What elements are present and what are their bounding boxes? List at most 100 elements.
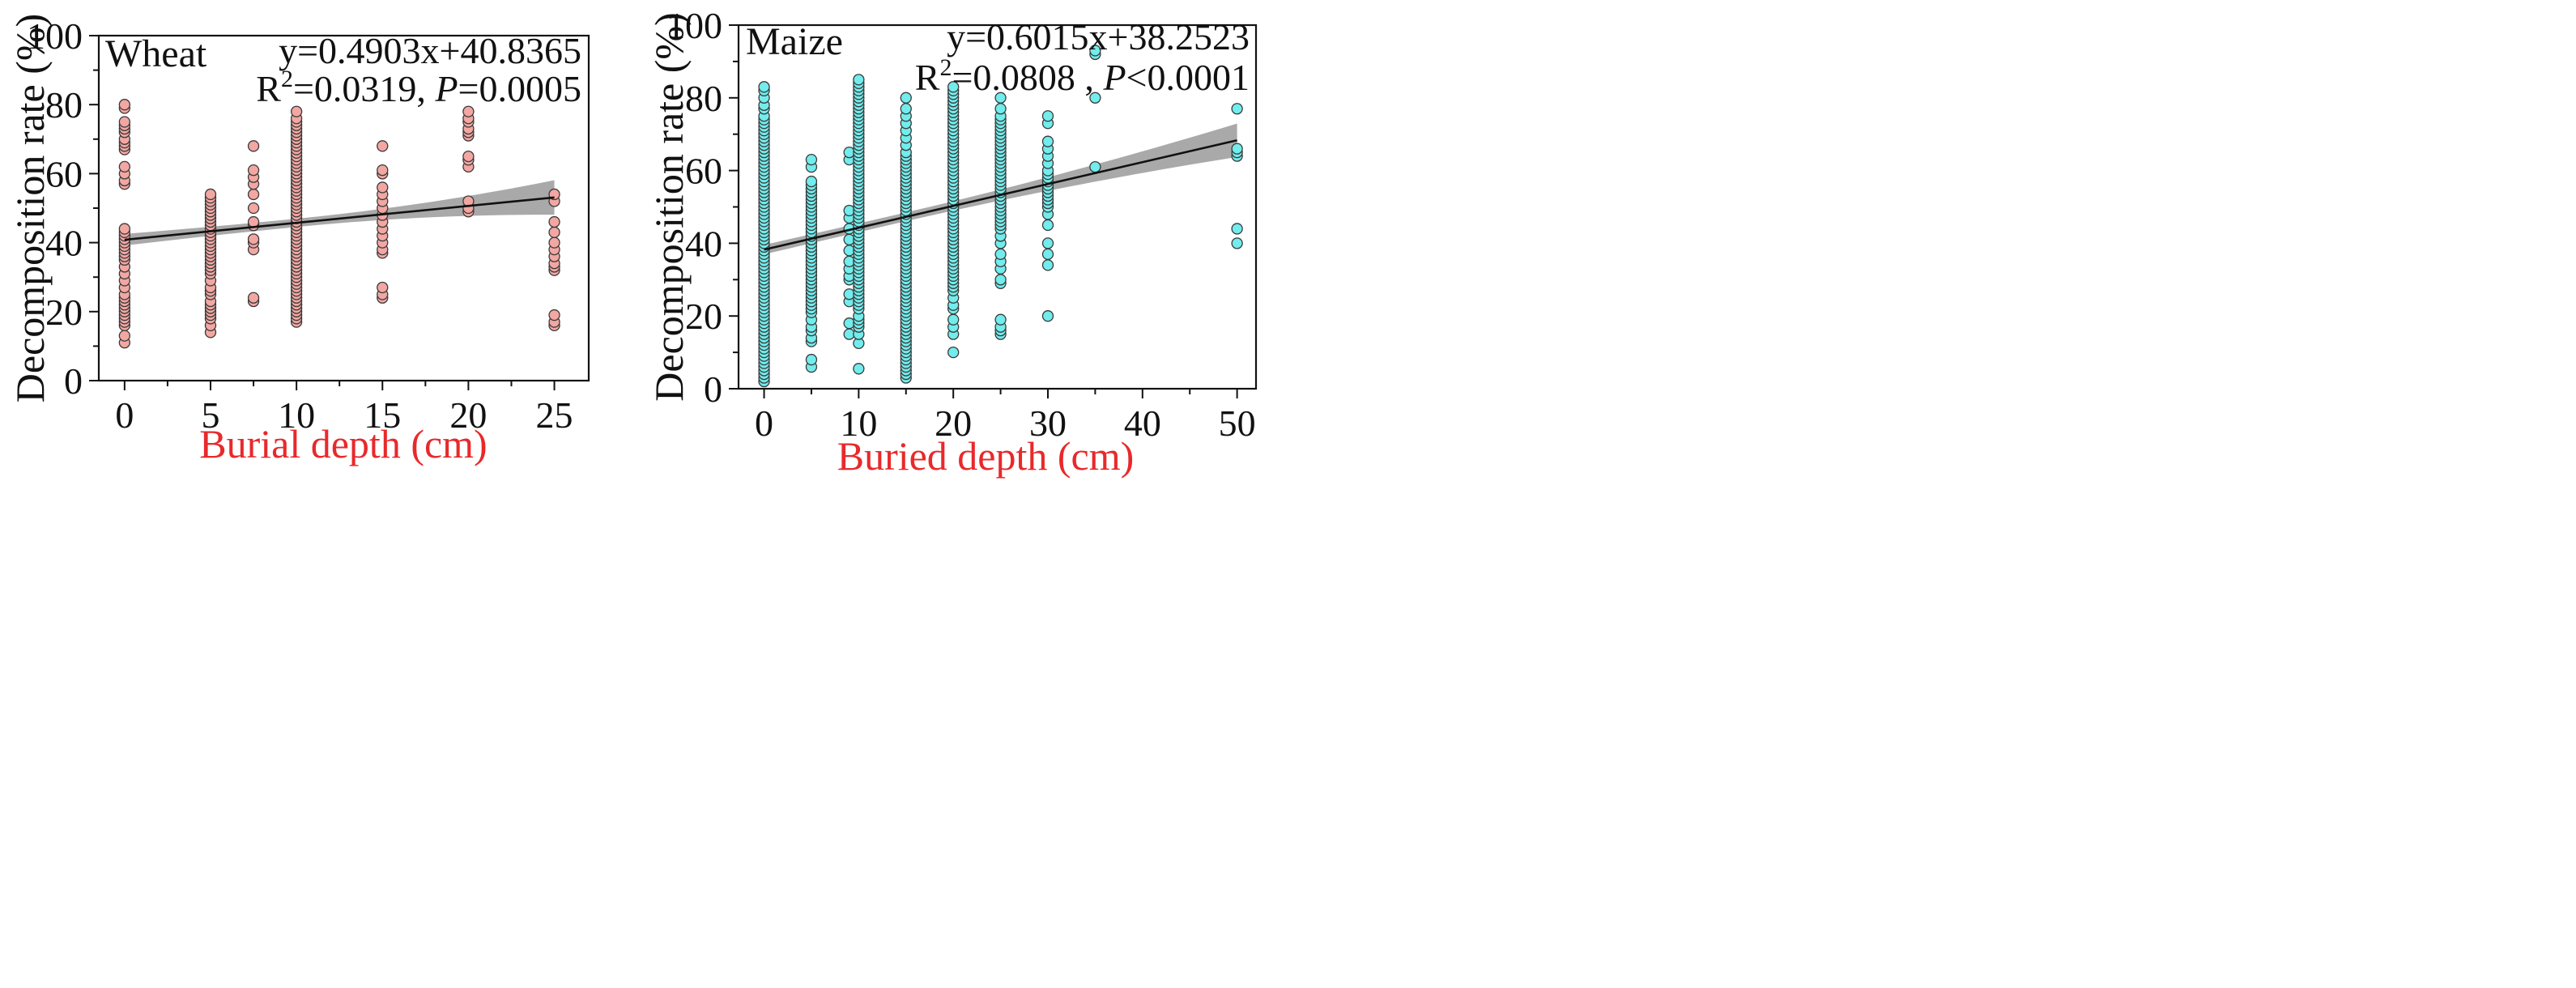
wheat-data-point xyxy=(548,226,560,238)
maize-y-tick-label: 20 xyxy=(685,296,722,337)
wheat-data-point xyxy=(247,292,260,304)
maize-data-point xyxy=(947,313,960,326)
wheat-data-point xyxy=(118,330,130,342)
maize-x-tick-label: 20 xyxy=(935,402,972,444)
p-value: <0.0001 xyxy=(1126,57,1250,98)
r2-superscript: 2 xyxy=(939,54,952,81)
maize-data-point xyxy=(994,92,1007,104)
wheat-panel-title: Wheat xyxy=(105,32,207,75)
wheat-data-point xyxy=(377,181,389,194)
wheat-data-point xyxy=(247,164,260,177)
maize-data-point xyxy=(805,353,818,366)
maize-data-point xyxy=(1089,160,1101,173)
wheat-y-axis-label: Decomposition rate (%) xyxy=(7,14,53,402)
maize-data-point xyxy=(900,92,912,104)
maize-data-point xyxy=(1089,92,1101,104)
wheat-x-tick-label: 20 xyxy=(449,394,487,436)
maize-data-point xyxy=(947,81,960,93)
wheat-data-point xyxy=(548,236,560,249)
maize-data-point xyxy=(1231,237,1243,249)
r2-value: =0.0319, xyxy=(293,68,435,109)
wheat-y-tick-label: 100 xyxy=(27,15,83,57)
wheat-data-point xyxy=(290,105,303,117)
wheat-x-tick-label: 15 xyxy=(364,394,401,436)
maize-r2-p-statistics: R2=0.0808 , P<0.0001 xyxy=(915,54,1250,98)
wheat-data-point xyxy=(118,99,130,111)
p-value: =0.0005 xyxy=(458,68,581,109)
r2-symbol: R xyxy=(915,57,940,98)
maize-data-point xyxy=(900,103,912,115)
maize-x-tick-label: 30 xyxy=(1029,402,1067,444)
maize-x-axis-label: Buried depth (cm) xyxy=(837,433,1135,479)
wheat-panel: 0 20 40 60 80 100 0 5 10 15 20 25 Decomposition rate… xyxy=(7,14,590,466)
maize-regression-line xyxy=(764,138,1237,251)
wheat-regression-equation: y=0.4903x+40.8365 xyxy=(279,30,581,71)
maize-data-point xyxy=(1041,310,1054,322)
r2-symbol: R xyxy=(256,68,281,109)
maize-data-point xyxy=(994,274,1007,286)
maize-y-tick-label: 0 xyxy=(704,368,722,410)
wheat-y-tick-label: 40 xyxy=(45,223,83,264)
wheat-data-point xyxy=(118,223,130,235)
wheat-data-point xyxy=(247,202,260,215)
maize-data-point xyxy=(1041,219,1054,232)
maize-data-point xyxy=(758,81,770,93)
maize-y-tick-label: 80 xyxy=(685,78,722,119)
maize-data-point xyxy=(1041,248,1054,261)
maize-data-point xyxy=(1041,110,1054,122)
maize-data-point xyxy=(1041,237,1054,249)
wheat-data-point xyxy=(247,140,260,152)
wheat-data-point xyxy=(548,309,560,322)
wheat-data-point xyxy=(548,215,560,228)
wheat-data-point xyxy=(377,140,389,152)
r2-superscript: 2 xyxy=(281,66,293,92)
wheat-data-point xyxy=(462,150,475,163)
maize-data-point xyxy=(805,153,818,166)
maize-data-point xyxy=(1089,45,1101,57)
wheat-confidence-band xyxy=(124,180,555,246)
maize-panel: 0 20 40 60 80 100 0 10 20 30 40 50 Decomposition rat… xyxy=(646,5,1258,479)
maize-data-point xyxy=(853,363,865,375)
wheat-x-tick-label: 5 xyxy=(201,394,219,436)
wheat-data-point xyxy=(118,160,130,173)
wheat-data-point xyxy=(377,281,389,294)
maize-data-point xyxy=(853,74,865,86)
maize-y-tick-label: 100 xyxy=(666,5,722,46)
wheat-data-point xyxy=(118,116,130,128)
wheat-data-point xyxy=(247,188,260,201)
maize-data-point xyxy=(1231,103,1243,115)
wheat-data-point xyxy=(247,215,260,228)
wheat-regression-line xyxy=(124,196,555,241)
maize-data-point xyxy=(1041,135,1054,147)
p-symbol: P xyxy=(434,68,458,109)
maize-data-point xyxy=(805,175,818,188)
p-symbol: P xyxy=(1102,57,1126,98)
maize-data-point xyxy=(947,346,960,359)
wheat-r2-p-statistics: R2=0.0319, P=0.0005 xyxy=(256,66,581,109)
maize-data-point xyxy=(994,313,1007,326)
maize-x-tick-label: 50 xyxy=(1219,402,1256,444)
wheat-data-point xyxy=(462,105,475,117)
wheat-x-tick-label: 10 xyxy=(278,394,315,436)
maize-data-point xyxy=(1231,143,1243,155)
maize-data-point xyxy=(994,248,1007,261)
maize-data-point xyxy=(1041,259,1054,271)
wheat-y-tick-label: 80 xyxy=(45,84,83,126)
maize-x-tick-label: 40 xyxy=(1124,402,1161,444)
wheat-data-point xyxy=(204,188,217,201)
wheat-y-tick-label: 60 xyxy=(45,153,83,194)
wheat-data-point xyxy=(247,233,260,245)
maize-y-tick-label: 40 xyxy=(685,223,722,264)
maize-x-tick-label: 10 xyxy=(840,402,877,444)
maize-data-point xyxy=(994,103,1007,115)
wheat-x-tick-label: 0 xyxy=(115,394,134,436)
maize-regression-equation: y=0.6015x+38.2523 xyxy=(947,16,1250,57)
maize-y-axis-label: Decomposition rate (%) xyxy=(646,12,692,401)
wheat-x-tick-label: 25 xyxy=(536,394,573,436)
r2-value: =0.0808 , xyxy=(952,57,1103,98)
maize-data-point xyxy=(1231,223,1243,235)
wheat-data-point xyxy=(377,164,389,177)
wheat-y-tick-label: 20 xyxy=(45,292,83,333)
wheat-y-tick-label: 0 xyxy=(64,360,83,402)
